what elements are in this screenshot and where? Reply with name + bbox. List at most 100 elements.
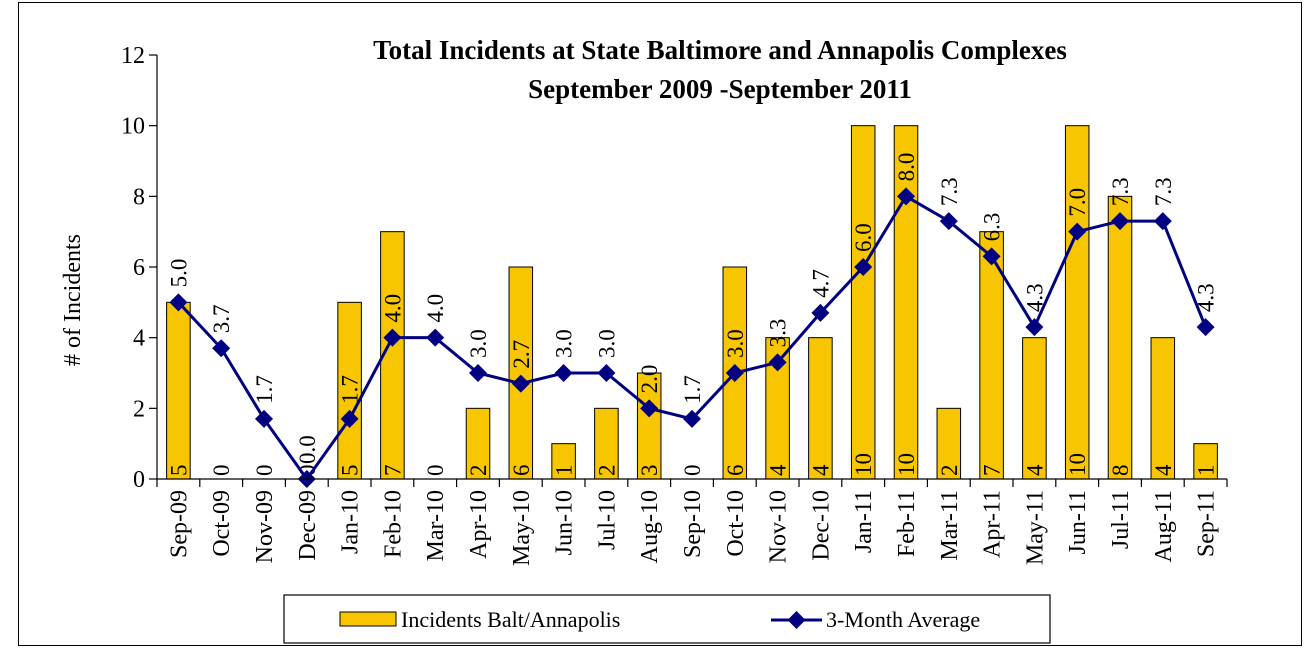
bar-data-labels: 5 0 0 0 5 7 0 2 6 1 2 3 0 6 4 4 10 10 2 7 4 10 8 4 1 — [166, 453, 1218, 476]
bar — [1064, 125, 1090, 480]
average-point — [1025, 318, 1044, 337]
x-tick-label: May-11 — [1022, 490, 1048, 565]
x-tick-label: Feb-10 — [380, 490, 406, 558]
bar-data-label: 1 — [1194, 465, 1219, 477]
legend-bar-label: Incidents Balt/Annapolis — [401, 607, 620, 632]
average-data-label: 4.3 — [1022, 283, 1047, 312]
legend-line-marker — [787, 611, 806, 629]
bar-data-label: 7 — [980, 465, 1005, 477]
x-tick-label: Jul-10 — [594, 490, 620, 550]
average-point — [1111, 212, 1129, 231]
average-point — [383, 328, 402, 347]
bar-data-label: 0 — [209, 465, 234, 477]
average-data-label: 4.3 — [1194, 283, 1219, 312]
bar-data-label: 8 — [1108, 465, 1133, 477]
bar-data-label: 7 — [380, 465, 405, 477]
bar-data-label: 0 — [295, 465, 320, 477]
bar — [166, 301, 191, 480]
bar-data-label: 10 — [1065, 453, 1090, 476]
average-data-label: 3.3 — [766, 319, 791, 348]
x-tick-label: Apr-10 — [466, 490, 492, 559]
bar-data-label: 5 — [338, 465, 363, 477]
average-point — [212, 339, 231, 358]
average-point — [683, 409, 701, 428]
average-point — [640, 399, 659, 418]
bar — [850, 125, 876, 480]
x-axis-ticks: Sep-09 Oct-09 Nov-09 Dec-09 Jan-10 Feb-10 Mar-… — [156, 479, 1228, 566]
bar-data-label: 2 — [594, 465, 619, 477]
x-tick-label: Aug-10 — [637, 490, 663, 563]
line-series — [169, 187, 1215, 488]
average-point — [897, 187, 915, 206]
x-tick-label: Sep-11 — [1194, 490, 1220, 557]
average-point — [1153, 212, 1172, 231]
average-data-label: 7.3 — [1151, 177, 1176, 206]
average-data-label: 0.0 — [295, 435, 320, 464]
x-tick-label: Dec-09 — [295, 490, 321, 561]
x-tick-label: Dec-10 — [808, 490, 834, 561]
average-data-label: 1.7 — [252, 375, 277, 404]
bar-data-label: 1 — [552, 465, 577, 477]
bar — [1107, 195, 1133, 480]
line-data-labels: 5.0 3.7 1.7 0.0 1.7 4.0 4.0 3.0 2.7 3.0 3.0 2.0 1.7 3… — [166, 153, 1218, 464]
legend: Incidents Balt/Annapolis 3-Month Average — [283, 594, 1051, 644]
average-data-label: 7.0 — [1065, 188, 1090, 217]
y-tick-label: 8 — [133, 184, 145, 210]
average-point — [511, 374, 530, 393]
average-data-label: 3.0 — [552, 329, 577, 358]
average-point — [255, 409, 273, 428]
x-tick-label: Jan-10 — [338, 490, 364, 554]
bar — [1022, 337, 1047, 480]
bar-data-label: 0 — [252, 465, 277, 477]
average-point — [1068, 222, 1087, 241]
average-data-label: 3.0 — [594, 329, 619, 358]
x-tick-label: Jun-11 — [1065, 490, 1091, 554]
average-data-label: 5.0 — [166, 259, 191, 288]
bar-series — [166, 125, 1218, 480]
x-tick-label: Oct-09 — [209, 490, 235, 557]
average-point — [725, 364, 744, 382]
y-axis-ticks: 0 2 4 6 8 10 12 — [121, 43, 157, 493]
average-data-label: 3.0 — [723, 329, 748, 358]
average-data-label: 8.0 — [894, 153, 919, 182]
bar-data-label: 2 — [466, 465, 491, 477]
chart-subtitle: September 2009 -September 2011 — [528, 74, 912, 104]
bar-data-label: 6 — [723, 465, 748, 477]
average-point — [597, 364, 616, 382]
y-tick-label: 10 — [121, 114, 145, 140]
bar-data-label: 10 — [851, 453, 876, 476]
x-tick-label: Nov-10 — [766, 490, 792, 563]
bar — [808, 337, 833, 480]
y-tick-label: 6 — [133, 255, 145, 281]
average-data-label: 3.0 — [466, 329, 491, 358]
average-data-label: 2.7 — [509, 340, 534, 369]
legend-box — [283, 594, 1051, 644]
x-tick-label: Feb-11 — [894, 490, 920, 557]
average-point — [554, 364, 573, 382]
y-axis-label: # of Incidents — [60, 234, 86, 366]
average-data-label: 6.0 — [851, 223, 876, 252]
average-data-label: 4.0 — [380, 294, 405, 323]
chart-title: Total Incidents at State Baltimore and A… — [373, 35, 1067, 65]
legend-bar-swatch — [339, 611, 397, 627]
x-tick-label: Sep-09 — [166, 490, 192, 558]
average-data-label: 2.0 — [637, 365, 662, 394]
average-data-label: 7.3 — [1108, 177, 1133, 206]
average-data-label: 1.7 — [680, 375, 705, 404]
average-data-label: 4.0 — [423, 294, 448, 323]
average-data-label: 6.3 — [980, 213, 1005, 242]
bar-data-label: 4 — [766, 464, 791, 476]
average-point — [1196, 318, 1215, 337]
y-tick-label: 2 — [133, 396, 145, 422]
average-data-label: 1.7 — [338, 375, 363, 404]
bar-data-label: 5 — [166, 465, 191, 477]
y-tick-label: 12 — [121, 43, 145, 69]
bar-data-label: 4 — [808, 464, 833, 476]
x-tick-label: Mar-10 — [423, 490, 449, 562]
bar-data-label: 0 — [680, 465, 705, 477]
average-point — [982, 247, 1001, 266]
average-data-label: 4.7 — [808, 269, 833, 298]
y-tick-label: 0 — [133, 467, 145, 493]
x-tick-label: Jul-11 — [1108, 490, 1134, 549]
x-tick-label: Nov-09 — [252, 490, 278, 563]
